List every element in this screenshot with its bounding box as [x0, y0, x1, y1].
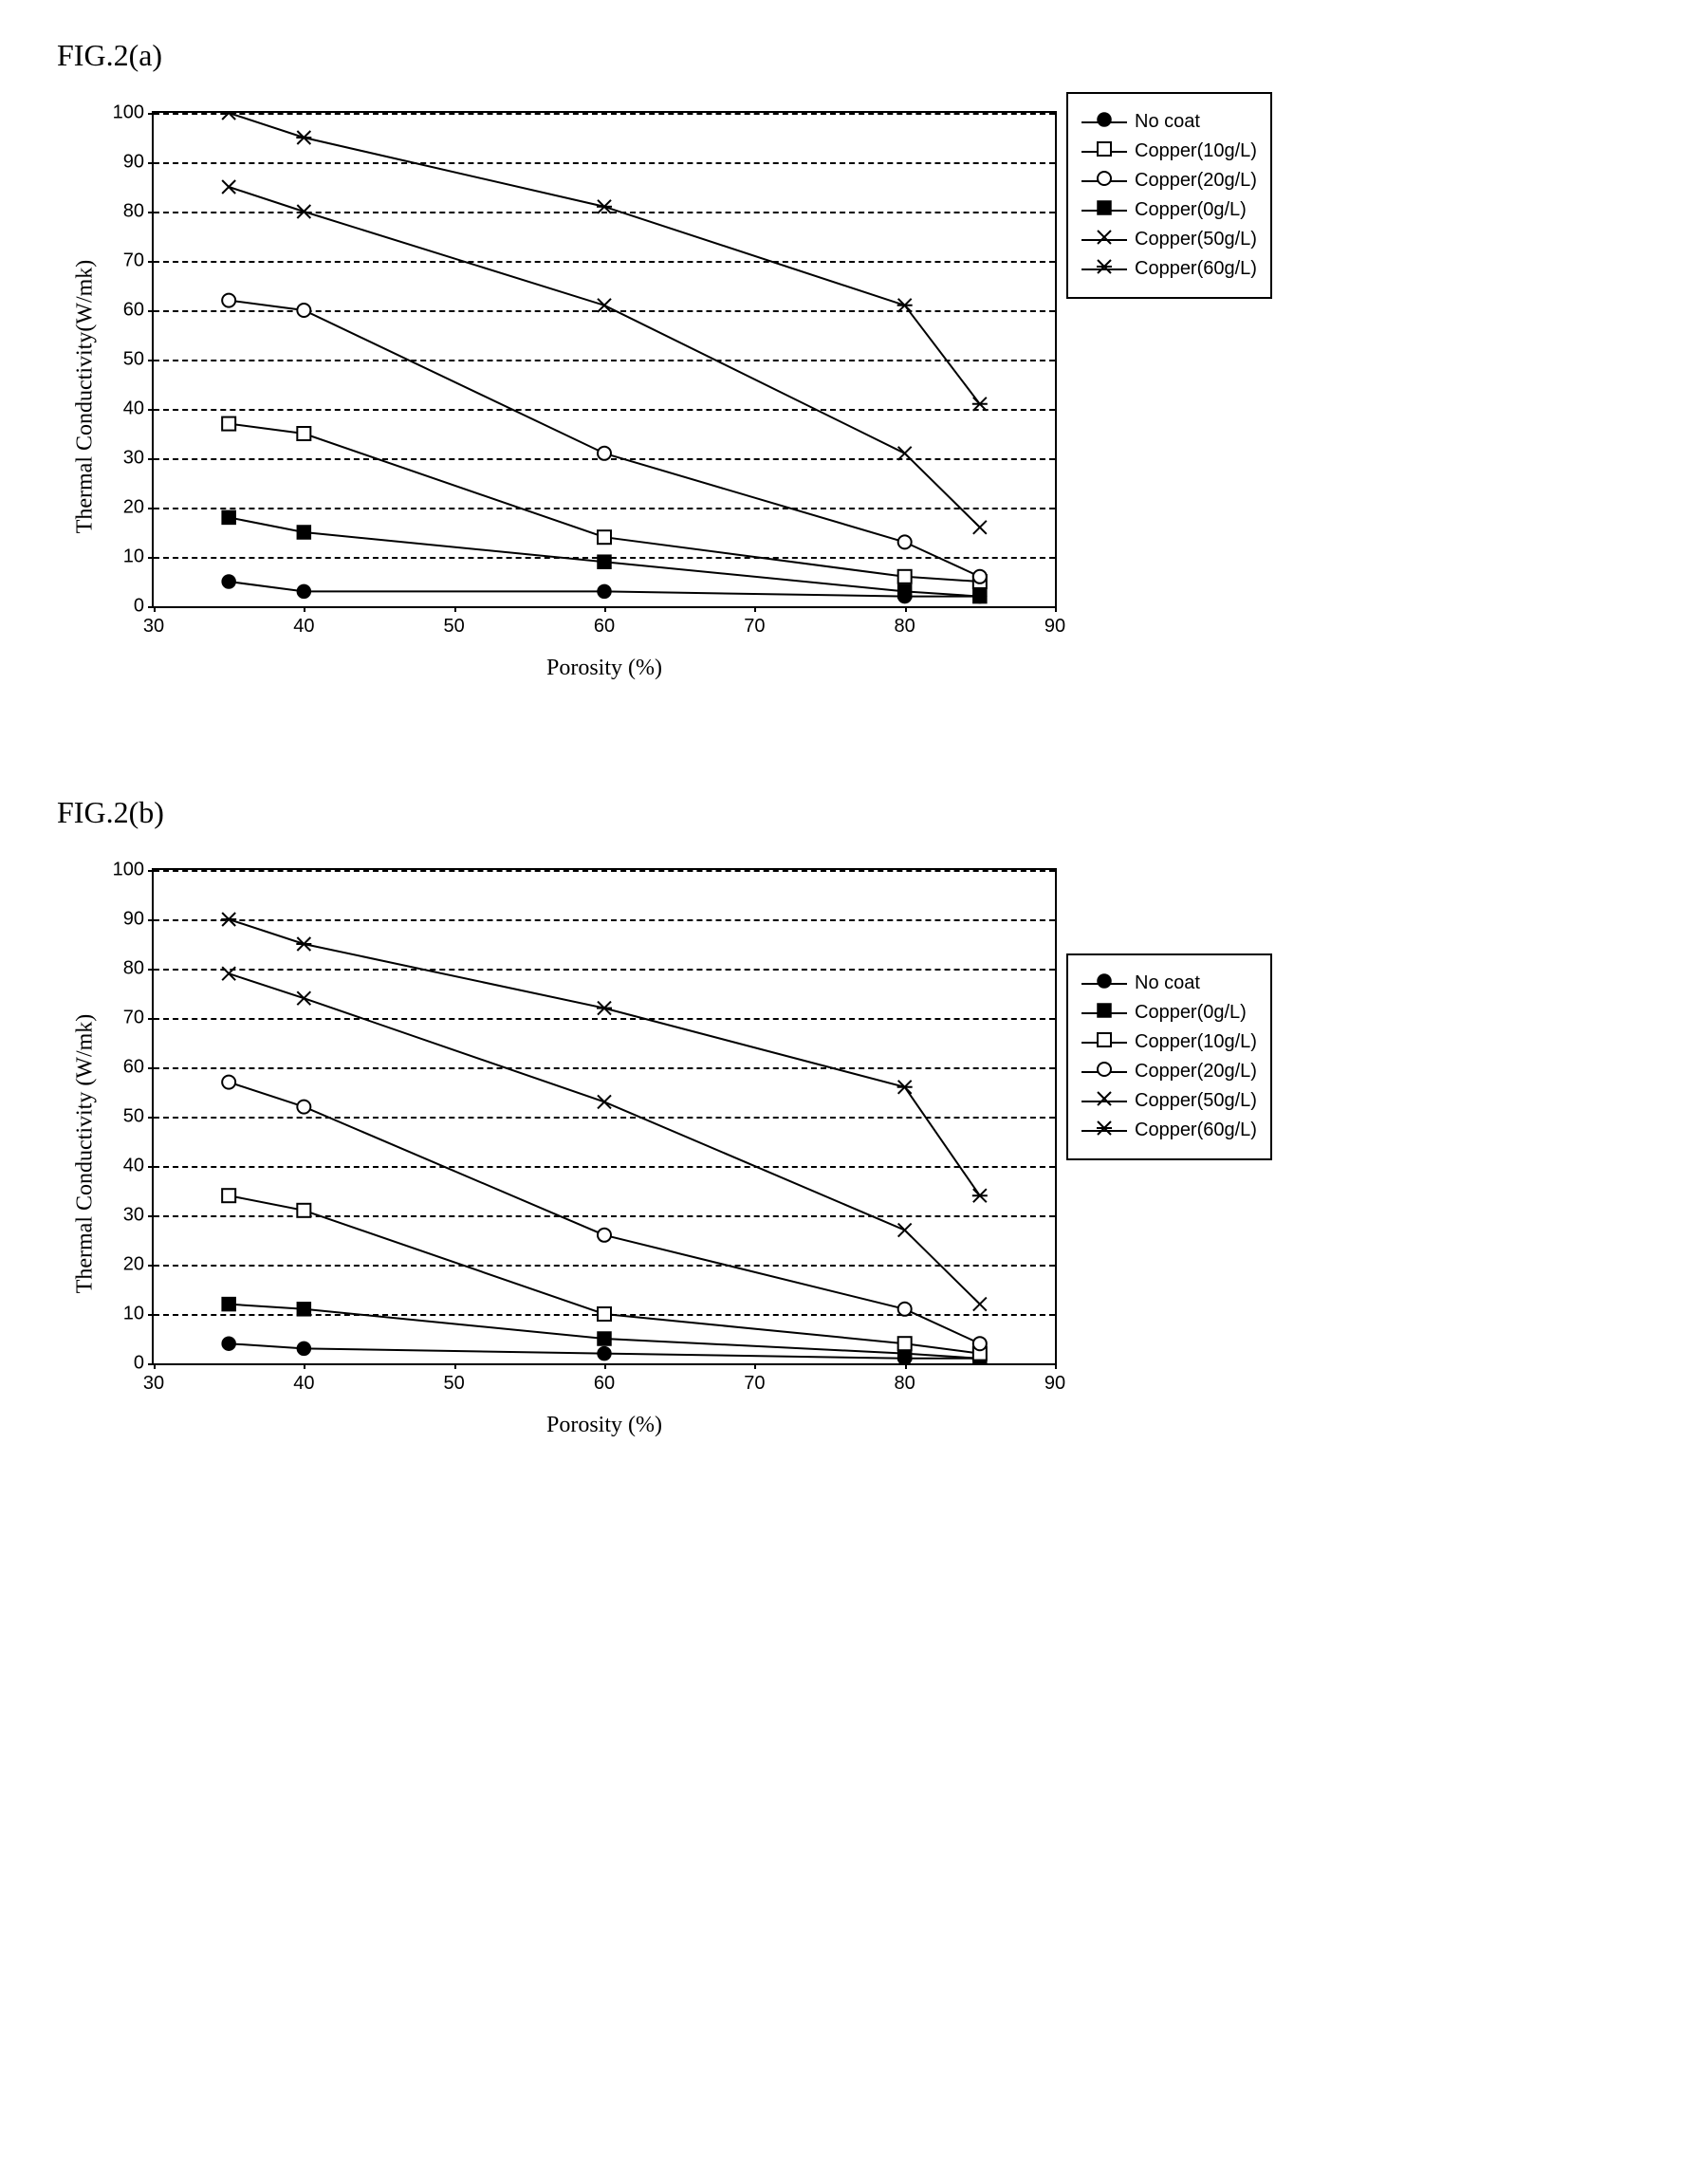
y-axis-label: Thermal Conductivity (W/mk): [73, 1013, 99, 1293]
legend-swatch: [1081, 113, 1127, 132]
legend-label: Copper(60g/L): [1135, 1120, 1257, 1141]
legend: No coat Copper(10g/L) Copper(20g/L) Copper(…: [1066, 92, 1272, 299]
plot-svg: [154, 870, 1055, 1363]
x-tickmark: [454, 1363, 456, 1369]
x-tickmark: [154, 1363, 156, 1369]
x-tickmark: [454, 606, 456, 612]
legend-item: Copper(10g/L): [1081, 140, 1257, 162]
legend-label: Copper(0g/L): [1135, 199, 1247, 221]
legend-swatch: [1081, 231, 1127, 250]
y-axis-label: Thermal Conductivity(W/mk): [73, 259, 99, 533]
chart-wrap: Thermal Conductivity (W/mk) 0102030405060…: [38, 868, 1644, 1438]
legend-label: Copper(20g/L): [1135, 1061, 1257, 1083]
figure-block: FIG.2(a) Thermal Conductivity(W/mk) 010203…: [38, 38, 1644, 681]
x-tickmark: [304, 606, 305, 612]
plot-area: 010203040506070809010030405060708090: [152, 868, 1057, 1365]
x-tickmark: [304, 1363, 305, 1369]
legend: No coat Copper(0g/L) Copper(10g/L) Copper(2…: [1066, 953, 1272, 1160]
chart-wrap: Thermal Conductivity(W/mk) 01020304050607…: [38, 111, 1644, 681]
plot-svg: [154, 113, 1055, 606]
legend-item: No coat: [1081, 972, 1257, 994]
x-tickmark: [154, 606, 156, 612]
legend-swatch: [1081, 1033, 1127, 1052]
legend-label: Copper(10g/L): [1135, 1031, 1257, 1053]
legend-label: Copper(20g/L): [1135, 170, 1257, 192]
legend-label: No coat: [1135, 111, 1200, 133]
legend-item: Copper(0g/L): [1081, 199, 1257, 221]
legend-label: Copper(50g/L): [1135, 229, 1257, 250]
x-tickmark: [604, 1363, 606, 1369]
x-tickmark: [754, 606, 756, 612]
legend-swatch: [1081, 1004, 1127, 1023]
legend-swatch: [1081, 172, 1127, 191]
x-tickmark: [754, 1363, 756, 1369]
legend-label: Copper(0g/L): [1135, 1002, 1247, 1024]
chart-left: Thermal Conductivity (W/mk)0102030405060…: [152, 868, 1057, 1438]
legend-item: Copper(50g/L): [1081, 1090, 1257, 1112]
legend-swatch: [1081, 142, 1127, 161]
x-tickmark: [1055, 1363, 1057, 1369]
chart-left: Thermal Conductivity(W/mk)01020304050607…: [152, 111, 1057, 681]
legend-item: Copper(10g/L): [1081, 1031, 1257, 1053]
x-tickmark: [905, 606, 907, 612]
x-axis-label: Porosity (%): [152, 656, 1057, 681]
legend-swatch: [1081, 974, 1127, 993]
legend-item: Copper(20g/L): [1081, 1061, 1257, 1083]
legend-item: Copper(60g/L): [1081, 1120, 1257, 1141]
legend-swatch: [1081, 1121, 1127, 1140]
legend-item: Copper(20g/L): [1081, 170, 1257, 192]
legend-item: No coat: [1081, 111, 1257, 133]
figure-title: FIG.2(a): [57, 38, 1644, 73]
legend-item: Copper(0g/L): [1081, 1002, 1257, 1024]
legend-label: Copper(60g/L): [1135, 258, 1257, 280]
x-tickmark: [604, 606, 606, 612]
legend-swatch: [1081, 260, 1127, 279]
legend-item: Copper(60g/L): [1081, 258, 1257, 280]
legend-label: Copper(50g/L): [1135, 1090, 1257, 1112]
legend-label: Copper(10g/L): [1135, 140, 1257, 162]
legend-swatch: [1081, 1063, 1127, 1082]
legend-item: Copper(50g/L): [1081, 229, 1257, 250]
figure-title: FIG.2(b): [57, 795, 1644, 830]
legend-label: No coat: [1135, 972, 1200, 994]
x-axis-label: Porosity (%): [152, 1413, 1057, 1438]
plot-area: 010203040506070809010030405060708090: [152, 111, 1057, 608]
legend-swatch: [1081, 1092, 1127, 1111]
figure-block: FIG.2(b) Thermal Conductivity (W/mk) 01020…: [38, 795, 1644, 1438]
x-tickmark: [1055, 606, 1057, 612]
legend-swatch: [1081, 201, 1127, 220]
x-tickmark: [905, 1363, 907, 1369]
